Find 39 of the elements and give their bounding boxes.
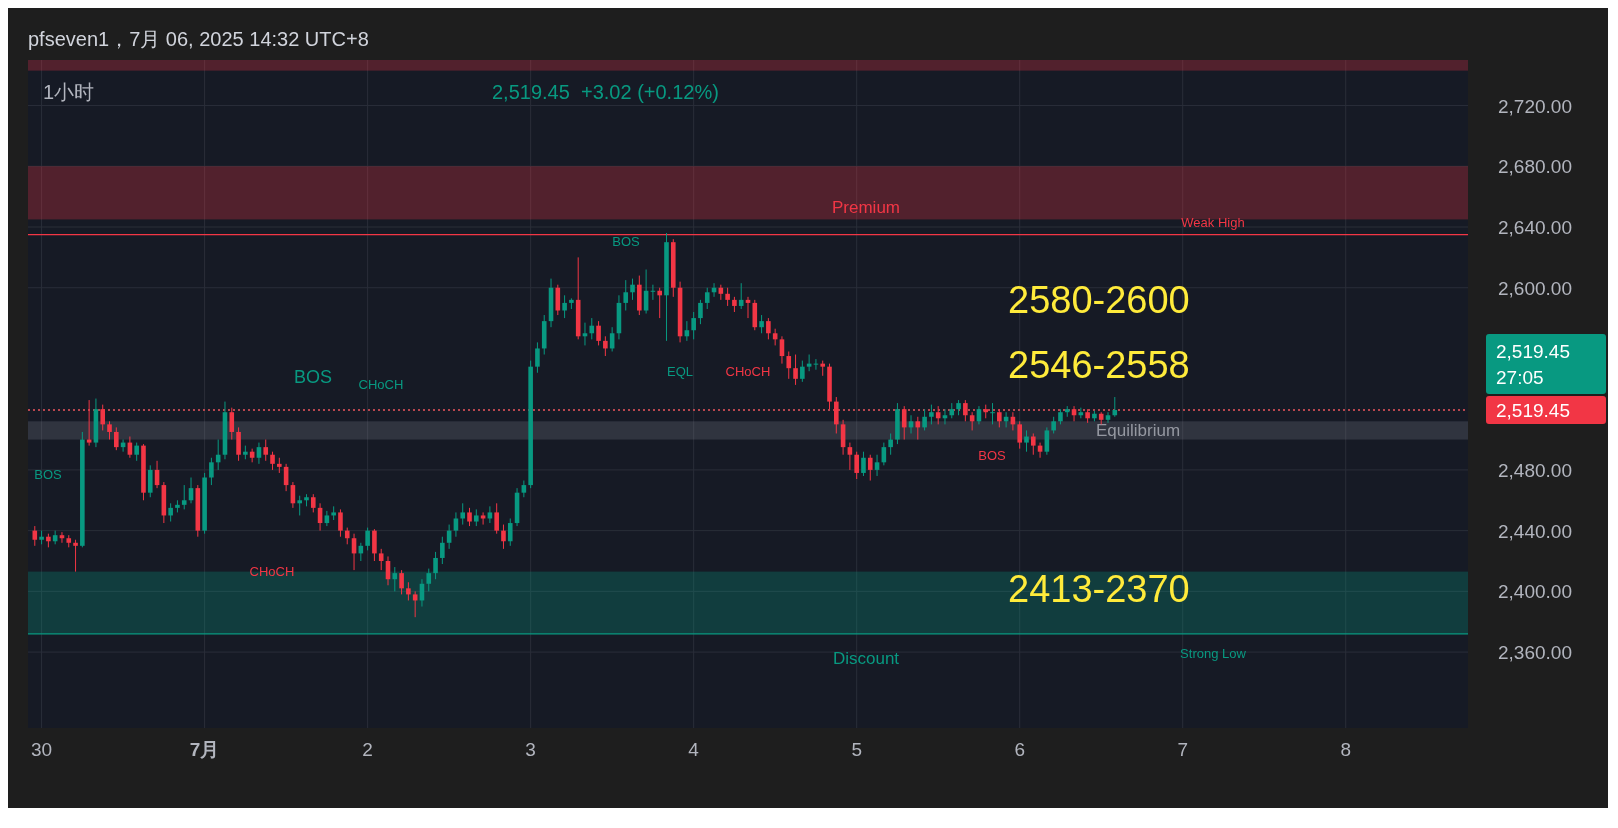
y-tick-label: 2,600.00 <box>1498 277 1572 299</box>
annotation: BOS <box>978 448 1007 463</box>
y-tick-label: 2,480.00 <box>1498 459 1572 481</box>
x-tick-label: 6 <box>1014 739 1025 760</box>
x-tick-label: 7 <box>1177 739 1189 760</box>
annotation: CHoCH <box>358 377 404 392</box>
annotation: EQL <box>666 364 694 379</box>
annotation: BOS <box>34 467 63 482</box>
band-label: Discount <box>832 648 900 668</box>
y-tick-label: 2,400.00 <box>1498 581 1572 603</box>
x-tick-label: 7月 <box>189 739 220 760</box>
text: 27:05 <box>1496 367 1544 389</box>
x-tick-label: 4 <box>688 739 700 760</box>
annotation: CHoCH <box>725 364 771 379</box>
y-tick-label: 2,360.00 <box>1498 642 1572 664</box>
annotation: 2413-2370 <box>1008 568 1190 610</box>
annotation: CHoCH <box>249 564 295 579</box>
band-label: Premium <box>831 198 901 218</box>
annotation: 2580-2600 <box>1008 279 1190 321</box>
y-tick-label: 2,640.00 <box>1498 217 1572 238</box>
x-tick-label: 2 <box>362 739 373 760</box>
x-tick-label: 3 <box>525 739 536 760</box>
text: 1小时 <box>43 81 95 103</box>
y-tick-label: 2,680.00 <box>1498 156 1572 178</box>
ref-line-label: 2,519.45 <box>1496 400 1570 422</box>
y-tick-label: 2,720.00 <box>1498 95 1572 117</box>
ref-line-label: Weak High <box>1181 214 1245 230</box>
y-tick-label: 2,440.00 <box>1498 520 1572 542</box>
annotation: 2546-2558 <box>1008 344 1190 386</box>
ref-line-label: 2,519.45 <box>1496 341 1570 363</box>
chart-title: pfseven1，7月 06, 2025 14:32 UTC+8 <box>28 28 369 50</box>
annotation: BOS <box>612 234 641 249</box>
x-tick-label: 30 <box>31 739 53 760</box>
band-label: Equilibrium <box>1095 421 1181 441</box>
annotation: 2,519.45 +3.02 (+0.12%) <box>492 81 719 103</box>
ref-line-label: Strong Low <box>1180 645 1247 661</box>
x-tick-label: 8 <box>1340 739 1352 760</box>
annotation: BOS <box>293 367 333 387</box>
x-tick-label: 5 <box>851 739 862 760</box>
